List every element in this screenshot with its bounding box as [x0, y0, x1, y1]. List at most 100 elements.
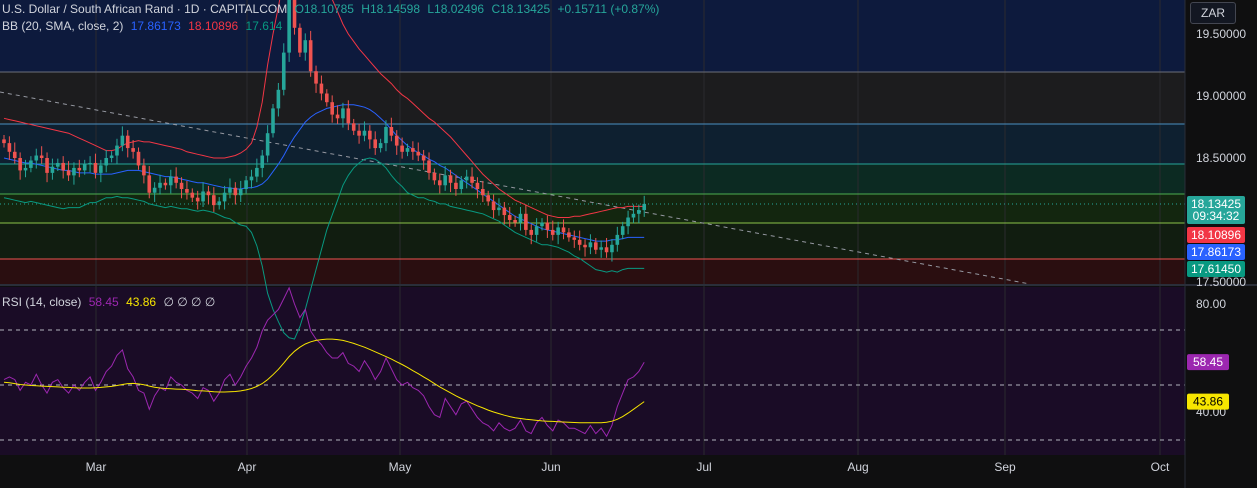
candle-body [604, 247, 609, 253]
rsi-pane [3, 286, 645, 438]
dashed-trendline[interactable] [0, 91, 1031, 285]
candle-body [583, 244, 587, 248]
candle-body [152, 187, 157, 193]
candle-body [518, 213, 523, 223]
candle-body [308, 40, 313, 72]
candle-body [255, 167, 259, 177]
candle-body [319, 83, 324, 94]
candle-body [12, 151, 17, 158]
candle-body [276, 89, 281, 109]
candle-body [556, 227, 560, 235]
candle-body [195, 197, 200, 202]
candle-body [599, 247, 603, 250]
candle-body [125, 135, 130, 149]
rsi-tick-label: 80.00 [1196, 297, 1226, 311]
candle-body [427, 160, 431, 173]
candle-body [131, 148, 135, 152]
legend-low: L18.02496 [427, 2, 485, 16]
candle-body [174, 176, 178, 183]
axes: 19.50000 19.00000 18.50000 17.50000 18.13425… [86, 27, 1247, 474]
candle-body [7, 143, 12, 152]
candle-body [66, 170, 71, 176]
price-label-tag [1187, 261, 1245, 277]
candle-body [260, 155, 265, 168]
candle-body [298, 27, 302, 53]
candle-body [45, 158, 49, 173]
candle-body [464, 176, 469, 181]
time-tick-label: Apr [238, 460, 257, 474]
bb-label[interactable]: BB (20, SMA, close, 2) [2, 19, 124, 33]
candle-body [303, 40, 308, 53]
time-tick-label: Mar [86, 460, 107, 474]
candle-body [99, 165, 103, 173]
candle-body [50, 166, 55, 173]
candle-body [335, 114, 340, 119]
candle-body [158, 182, 162, 188]
candle-body [400, 145, 404, 152]
price-label-tag [1187, 196, 1245, 224]
candle-body [244, 180, 248, 189]
zone-dark-olive [0, 223, 1185, 259]
rsi-extra: ∅ ∅ ∅ ∅ [163, 295, 216, 309]
candle-body [23, 167, 28, 171]
candle-body [330, 102, 334, 115]
price-tick-label: 19.50000 [1196, 27, 1246, 41]
candle-body [448, 175, 453, 183]
candle-body [545, 222, 550, 230]
time-tick-label: Oct [1151, 460, 1170, 474]
legend-change: +0.15711 (+0.87%) [557, 2, 660, 16]
candle-body [507, 215, 512, 220]
candle-body [104, 158, 109, 166]
candle-body [82, 164, 87, 171]
candle-body [292, 0, 297, 28]
candle-body [29, 160, 33, 168]
candle-body [567, 232, 571, 238]
candle-body [384, 127, 388, 144]
candle-body [147, 175, 152, 193]
currency-button[interactable]: ZAR [1190, 2, 1236, 24]
candle-body [421, 155, 426, 161]
trendline [0, 91, 1031, 285]
candle-body [93, 162, 98, 173]
candle-body [411, 148, 415, 152]
rsi-bg [0, 287, 1185, 455]
bb-lower-line [3, 157, 645, 340]
legend-open: O18.10785 [294, 2, 354, 16]
candle-body [265, 133, 270, 156]
candle-body [287, 0, 291, 53]
candle-body [615, 234, 620, 245]
time-tick-label: Aug [847, 460, 868, 474]
candle-body [233, 187, 238, 196]
rsi-ma-line [3, 338, 645, 424]
candle-body [631, 213, 636, 218]
candle-body [540, 222, 544, 227]
candle-body [217, 201, 221, 206]
candle-body [314, 71, 318, 84]
candle-body [486, 195, 490, 202]
candle-body [249, 176, 254, 181]
candle-body [61, 162, 65, 171]
candle-body [201, 191, 205, 202]
candle-body [228, 187, 232, 193]
candle-body [491, 201, 496, 211]
candle-body [357, 130, 361, 136]
price-label-text: 17.86173 [1191, 245, 1241, 259]
candle-body [497, 207, 501, 211]
candle-body [594, 242, 598, 250]
candle-body [325, 93, 329, 103]
symbol-title[interactable]: U.S. Dollar / South African Rand · 1D · … [2, 2, 288, 16]
candle-body [577, 239, 582, 245]
candle-body [470, 176, 474, 183]
candle-body [529, 229, 534, 235]
countdown-text: 09:34:32 [1193, 209, 1240, 223]
rsi-label-tag [1187, 354, 1229, 371]
bb-upper-line [3, 0, 645, 218]
zone-dark-blue [0, 0, 1185, 72]
candle-body [378, 143, 383, 149]
candle-body [572, 237, 577, 240]
price-label-tag [1187, 244, 1245, 260]
rsi-label[interactable]: RSI (14, close) [2, 295, 82, 309]
time-tick-label: Jun [541, 460, 560, 474]
candle-body [443, 175, 447, 186]
